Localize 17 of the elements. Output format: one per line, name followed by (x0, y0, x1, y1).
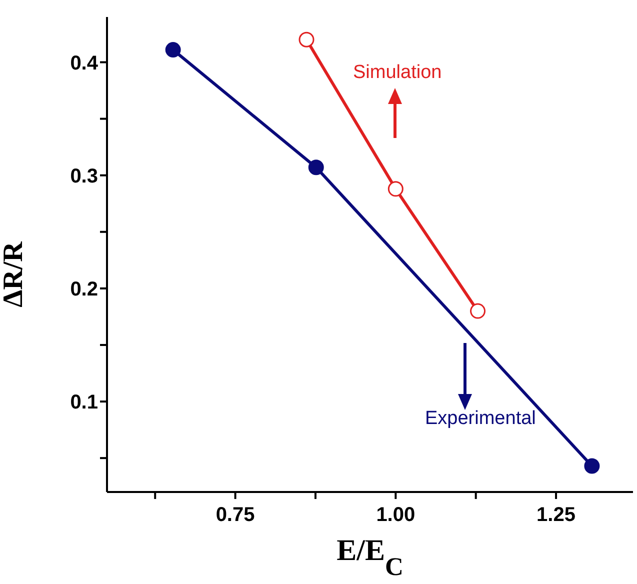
y-tick-label: 0.3 (70, 165, 98, 188)
y-tick-label: 0.2 (70, 278, 98, 301)
point (298, 32, 314, 48)
legend-label: Experimental (425, 408, 536, 430)
x-tick-label: 1.00 (376, 504, 416, 526)
point (165, 42, 181, 58)
y-axis-title: ΔR/R (0, 240, 29, 308)
x-tick-label: 0.75 (216, 504, 255, 526)
point (470, 303, 486, 319)
x-axis-title: E/E$_{C}$ (336, 534, 404, 580)
point (308, 160, 324, 176)
point (584, 458, 600, 474)
y-tick-label: 0.1 (70, 392, 98, 414)
series-label: Simulation (353, 62, 442, 84)
point (388, 181, 404, 197)
y-tick-label: 0.4 (70, 52, 99, 74)
x-tick-label: 1.25 (536, 504, 576, 526)
